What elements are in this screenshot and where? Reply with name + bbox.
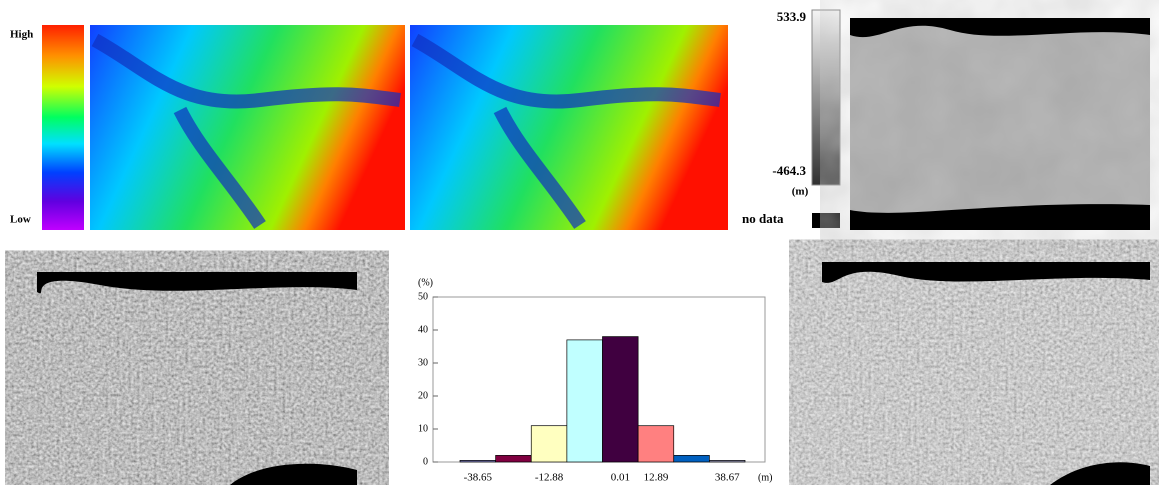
x-tick-label: 38.67	[715, 472, 740, 484]
bar	[567, 340, 603, 462]
no-data-label: no data	[742, 211, 784, 226]
bar	[603, 337, 639, 462]
y-tick-label: 0	[423, 456, 428, 467]
bar	[709, 460, 745, 462]
figure: High Low 533.9 -464.3 (m) no data (%) (m…	[0, 0, 1159, 485]
gray-texture	[850, 18, 1150, 230]
bar	[674, 455, 710, 462]
x-tick-label: 12.89	[644, 472, 669, 484]
x-tick-label: -12.88	[535, 472, 564, 484]
y-tick-label: 10	[418, 423, 428, 434]
bar	[638, 426, 674, 462]
x-tick-label: -38.65	[464, 472, 493, 484]
y-axis-label: (%)	[418, 277, 433, 288]
bar	[460, 460, 496, 462]
legend-low: Low	[10, 214, 31, 226]
y-tick-label: 40	[418, 324, 428, 335]
diff-image	[822, 262, 1150, 485]
no-data-swatch	[812, 213, 840, 228]
legend-high: High	[10, 29, 33, 41]
gray-max: 533.9	[777, 9, 807, 24]
slope-image	[37, 272, 357, 485]
gray-unit: (m)	[792, 186, 809, 198]
x-axis-label: (m)	[758, 472, 772, 483]
y-tick-label: 50	[418, 291, 428, 302]
bar	[531, 426, 567, 462]
gray-min: -464.3	[772, 163, 806, 178]
x-tick-label: 0.01	[611, 472, 630, 484]
gray-bar	[812, 10, 840, 185]
bar	[496, 455, 532, 462]
y-tick-label: 20	[418, 390, 428, 401]
colormap-bar	[42, 25, 84, 230]
y-tick-label: 30	[418, 357, 428, 368]
